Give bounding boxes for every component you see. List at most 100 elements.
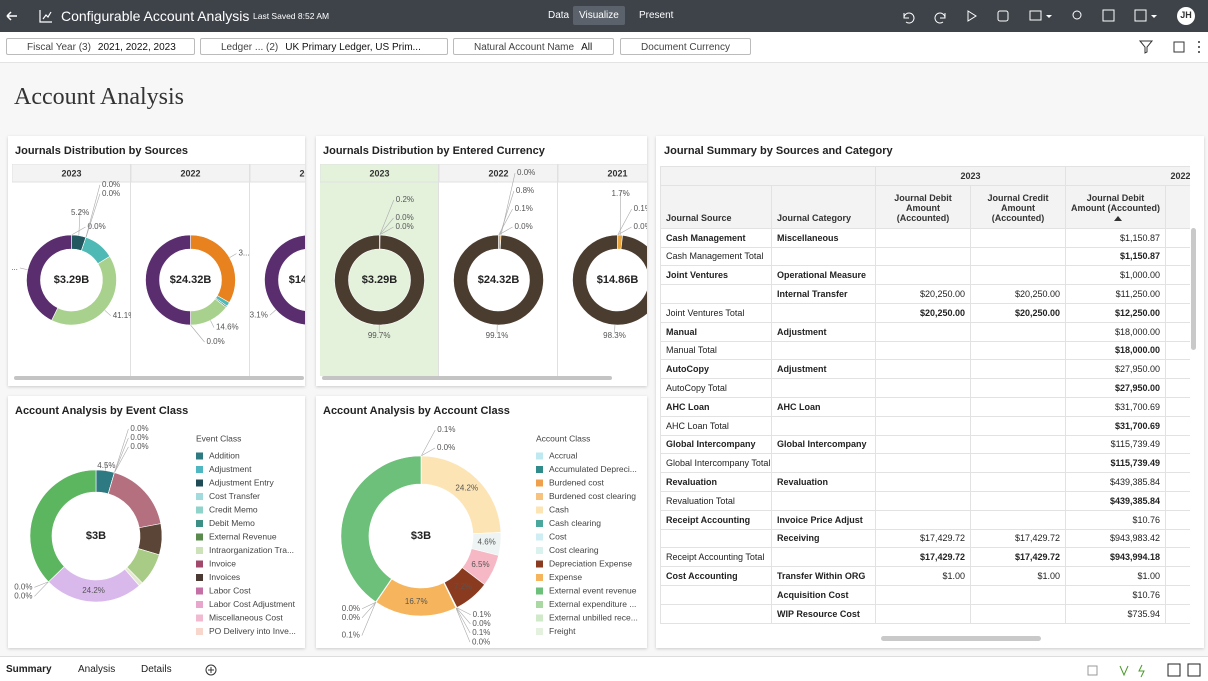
mode-tab[interactable]: Visualize: [573, 6, 625, 25]
legend-swatch: [196, 547, 203, 554]
legend-swatch: [196, 466, 203, 473]
grid-view[interactable]: [1088, 666, 1097, 675]
app-icon: [40, 10, 52, 22]
slice-label: 0.0%: [14, 582, 32, 591]
filter-value: 2021, 2022, 2023: [98, 42, 176, 53]
menu[interactable]: [1198, 46, 1200, 48]
run[interactable]: [968, 11, 976, 21]
legend-label: Labor Cost: [209, 585, 251, 595]
legend-swatch: [536, 493, 543, 500]
table-cell: [971, 454, 1066, 473]
table-cell: Revaluation Total: [661, 491, 772, 510]
slice-label: 73.1%: [245, 310, 268, 319]
year-header: 2022: [180, 168, 200, 178]
table-cell: $27,950.00: [1066, 379, 1166, 398]
table-cell: Cash Management: [661, 228, 772, 247]
legend-label: Invoice: [209, 558, 236, 568]
legend-label: Credit Memo: [209, 504, 258, 514]
table-cell: $11,250.00: [1066, 285, 1166, 304]
slice-label: 0.0%: [472, 637, 490, 646]
save[interactable]: [1135, 10, 1146, 21]
mode-tab[interactable]: Present: [633, 6, 679, 25]
table-cell: [772, 379, 876, 398]
menu[interactable]: [1198, 51, 1200, 53]
dropdown[interactable]: [1046, 15, 1052, 18]
donut-center: $3B: [411, 530, 431, 542]
table-cell: [1166, 491, 1191, 510]
table-cell: [1166, 473, 1191, 492]
sheet-tab[interactable]: Summary: [6, 664, 52, 675]
redo[interactable]: [935, 13, 945, 23]
donut-center: $24.32B: [170, 274, 212, 286]
table-cell: Revaluation: [772, 473, 876, 492]
filter-chip[interactable]: Fiscal Year (3)2021, 2022, 2023: [6, 38, 195, 55]
table-cell: [1166, 341, 1191, 360]
h-scrollbar[interactable]: [322, 376, 612, 380]
data-icon[interactable]: [998, 11, 1008, 21]
slice-label: 0.0%: [634, 222, 648, 231]
legend-label: Cost Transfer: [209, 491, 260, 501]
dropdown[interactable]: [1151, 15, 1157, 18]
auto-apply[interactable]: [1139, 665, 1144, 677]
h-scrollbar[interactable]: [881, 636, 1041, 641]
v-scrollbar[interactable]: [1191, 228, 1196, 350]
table-cell: Receipt Accounting: [661, 510, 772, 529]
leader-line: [34, 582, 48, 597]
year-header: 2021: [607, 168, 627, 178]
filter-status[interactable]: [1120, 666, 1128, 675]
filter-icons: [1128, 32, 1208, 62]
undo[interactable]: [904, 13, 914, 23]
settings[interactable]: [1174, 42, 1184, 52]
legend-label: Cash: [549, 504, 569, 514]
back-button[interactable]: [7, 12, 17, 20]
table-cell: Joint Ventures Total: [661, 303, 772, 322]
filter-bar: Fiscal Year (3)2021, 2022, 2023 Ledger ..…: [0, 32, 1208, 63]
table-cell: Adjustment: [772, 322, 876, 341]
table-cell: $735.94: [1066, 604, 1166, 623]
slice-label: 0.1%: [473, 610, 491, 619]
table-cell: [1166, 228, 1191, 247]
legend-label: Depreciation Expense: [549, 558, 632, 568]
export[interactable]: [1103, 10, 1114, 21]
insights[interactable]: [1073, 11, 1081, 19]
legend-swatch: [196, 520, 203, 527]
table-cell: $115,739.49: [1066, 454, 1166, 473]
mode-tab[interactable]: Data: [542, 6, 575, 25]
table-cell: [772, 341, 876, 360]
column-header: Journal Category: [772, 185, 876, 228]
filter-toggle[interactable]: [1140, 41, 1152, 53]
sheet-tab[interactable]: Analysis: [78, 664, 115, 675]
table-cell: [876, 360, 971, 379]
table-cell: [876, 228, 971, 247]
slice-label: 99.1%: [486, 331, 509, 340]
menu[interactable]: [1198, 41, 1200, 43]
year-header: 2022: [488, 168, 508, 178]
legend-label: Adjustment Entry: [209, 477, 274, 487]
layout-icon[interactable]: [1030, 11, 1041, 20]
table-cell: $1.00: [876, 567, 971, 586]
filter-chip[interactable]: Ledger ... (2)UK Primary Ledger, US Prim…: [200, 38, 448, 55]
slice-label: 0.1%: [515, 204, 533, 213]
h-scrollbar[interactable]: [14, 376, 304, 380]
table-cell: $439,385.84: [1066, 491, 1166, 510]
table-cell: Manual Total: [661, 341, 772, 360]
leader-line: [456, 608, 470, 633]
panel-toggle[interactable]: [1168, 664, 1180, 676]
panel-toggle[interactable]: [1188, 664, 1200, 676]
filter-chip[interactable]: Document Currency: [620, 38, 751, 55]
table-cell: Joint Ventures: [661, 266, 772, 285]
column-name: Journal Debit Amount (Accounted): [894, 193, 952, 223]
table-cell: [1166, 303, 1191, 322]
table-cell: [1166, 416, 1191, 435]
table-cell: [772, 303, 876, 322]
sheet-tab[interactable]: Details: [141, 664, 172, 675]
account-chart: Account Analysis by Account Class0.0%0.1…: [316, 396, 647, 648]
legend-swatch: [536, 507, 543, 514]
table-row: Acquisition Cost$10.76: [661, 585, 1191, 604]
